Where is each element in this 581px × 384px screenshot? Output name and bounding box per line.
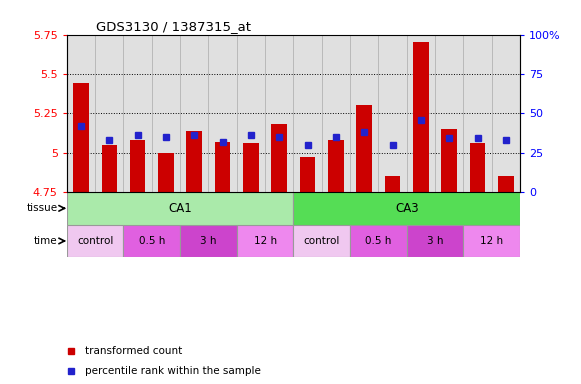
Bar [73,83,89,192]
Text: 0.5 h: 0.5 h [365,236,392,246]
Bar [350,225,407,257]
Bar [498,176,514,192]
Bar [464,225,520,257]
Text: 12 h: 12 h [253,236,277,246]
Bar [407,225,464,257]
Text: 3 h: 3 h [427,236,443,246]
Bar [123,225,180,257]
Text: control: control [77,236,113,246]
Bar [102,145,117,192]
Text: control: control [303,236,340,246]
Bar [237,225,293,257]
Bar [413,42,429,192]
Bar [469,143,485,192]
Bar [243,143,259,192]
Bar [187,131,202,192]
Bar [130,140,145,192]
Bar [328,140,344,192]
Bar [215,142,231,192]
Text: 12 h: 12 h [480,236,503,246]
Bar [67,225,124,257]
Text: CA3: CA3 [395,202,418,215]
Text: tissue: tissue [27,203,58,214]
Text: 3 h: 3 h [200,236,217,246]
Bar [385,176,400,192]
Text: CA1: CA1 [168,202,192,215]
Bar [67,192,293,225]
Bar [158,152,174,192]
Text: transformed count: transformed count [85,346,182,356]
Bar [442,129,457,192]
Bar [271,124,287,192]
Text: 0.5 h: 0.5 h [139,236,165,246]
Text: time: time [34,236,58,246]
Bar [180,225,237,257]
Bar [300,157,315,192]
Bar [356,106,372,192]
Text: percentile rank within the sample: percentile rank within the sample [85,366,261,376]
Bar [293,225,350,257]
Text: GDS3130 / 1387315_at: GDS3130 / 1387315_at [96,20,251,33]
Bar [293,192,520,225]
